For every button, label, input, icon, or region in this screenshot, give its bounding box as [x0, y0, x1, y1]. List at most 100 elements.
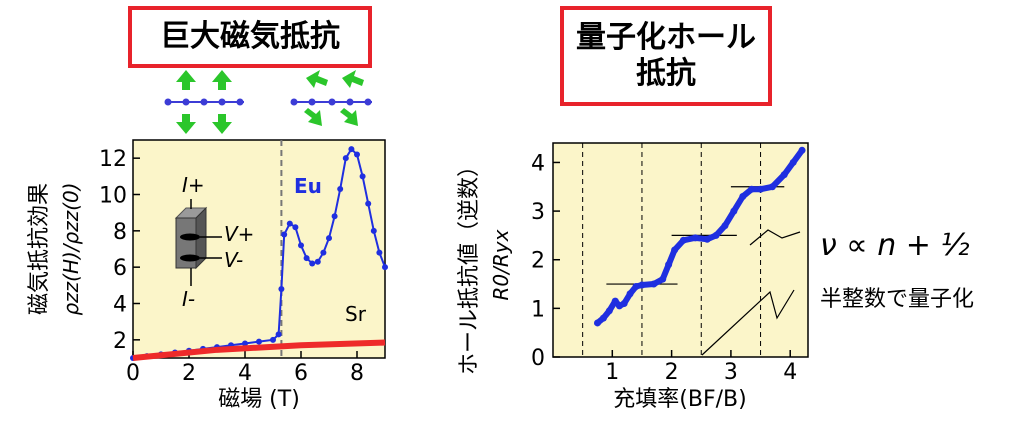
left-point-eu-11: [275, 331, 282, 338]
left-y-tick-label-3: 8: [113, 220, 127, 245]
right-point-13: [679, 236, 687, 244]
spin-chain-left: [164, 70, 244, 134]
right-point-9: [650, 280, 658, 288]
right-point-2: [605, 307, 613, 315]
left-x-tick-label-4: 8: [350, 361, 364, 386]
right-y-tick-label-2: 2: [531, 249, 545, 274]
right-point-0: [593, 319, 601, 327]
left-chart: 0 2 4 6 8 2 4 6 8 10 12 I+ I- V+ V- Eu Sr 磁場 (T) 磁…: [27, 139, 388, 412]
annotation-pointers: [701, 229, 801, 356]
right-point-14: [691, 234, 699, 242]
left-x-tick-label-2: 4: [238, 361, 252, 386]
right-point-1: [599, 314, 607, 322]
left-point-eu-18: [309, 260, 316, 267]
left-point-eu-12: [278, 285, 285, 292]
right-point-3: [611, 297, 619, 305]
left-point-eu-17: [303, 255, 310, 262]
right-y-tick-label-0: 0: [531, 346, 545, 371]
left-point-eu-13: [281, 231, 288, 238]
right-point-18: [730, 207, 738, 215]
left-y-tick-label-5: 12: [99, 147, 127, 172]
left-point-eu-21: [326, 235, 332, 242]
right-x-tick-label-3: 4: [783, 360, 797, 385]
title-left-text: 巨大磁気抵抗: [160, 19, 340, 54]
inset-v-minus: V-: [224, 248, 243, 272]
right-point-23: [780, 171, 788, 179]
left-x-axis-label: 磁場 (T): [218, 387, 300, 412]
right-point-12: [671, 246, 679, 254]
right-x-tick-label-1: 2: [665, 360, 679, 385]
title-right-line2: 抵抗: [636, 56, 696, 91]
right-point-20: [748, 185, 756, 193]
left-y-tick-label-2: 6: [113, 256, 127, 281]
left-point-eu-23: [337, 186, 344, 193]
inset-i-minus: I-: [182, 287, 195, 311]
series-label-sr: Sr: [345, 302, 367, 326]
right-point-15: [703, 235, 711, 243]
spin-canted-up-arrows-icon: [306, 70, 364, 88]
left-y-axis-label-main: 磁気抵抗効果: [27, 183, 52, 315]
right-x-tick-label-2: 3: [724, 360, 738, 385]
left-point-eu-26: [354, 151, 360, 158]
right-plot-area: [552, 142, 809, 358]
left-x-tick-label-1: 2: [182, 361, 196, 386]
right-point-16: [712, 231, 720, 239]
left-point-eu-15: [292, 224, 299, 231]
left-point-eu-19: [314, 258, 321, 265]
right-point-6: [626, 290, 634, 298]
spin-down-arrows-icon: [176, 114, 232, 134]
right-y-tick-label-3: 3: [531, 200, 545, 225]
spin-up-arrows-icon: [176, 70, 232, 90]
left-y-axis-label-sub: ρzz(H)/ρzz(0): [59, 182, 83, 315]
giant-magnetoresistance-title: 巨大磁気抵抗: [128, 6, 372, 68]
quantum-hall-title: 量子化ホール 抵抗: [560, 6, 772, 106]
left-y-tick-label-1: 4: [113, 293, 127, 318]
left-series-line-sr: [132, 339, 386, 361]
right-point-17: [721, 222, 729, 230]
left-x-tick-label-3: 6: [294, 361, 308, 386]
right-y-axis-label-sub: R0/Ryx: [489, 229, 513, 300]
left-y-tick-label-0: 2: [113, 329, 127, 354]
left-point-eu-27: [359, 173, 366, 180]
right-y-tick-label-4: 4: [531, 151, 545, 176]
left-point-eu-16: [298, 242, 304, 249]
right-x-tick-label-0: 1: [605, 360, 619, 385]
left-x-tick-label-0: 0: [126, 361, 140, 386]
right-point-7: [632, 282, 640, 290]
left-point-eu-28: [365, 200, 372, 207]
right-point-5: [620, 300, 628, 307]
inset-i-plus: I+: [182, 173, 205, 197]
spin-chain-right: [290, 70, 372, 126]
right-x-axis-label: 充填率(BF/B): [613, 387, 746, 412]
right-point-22: [768, 183, 776, 191]
left-y-tick-label-4: 10: [99, 184, 127, 209]
left-point-eu-29: [370, 227, 377, 234]
left-point-eu-24: [342, 155, 349, 162]
left-point-eu-14: [286, 220, 293, 227]
title-right-line1: 量子化ホール: [576, 20, 756, 55]
right-point-21: [757, 185, 765, 193]
right-point-10: [659, 275, 667, 283]
left-point-eu-20: [320, 249, 327, 256]
right-point-24: [789, 158, 797, 166]
left-point-eu-9: [256, 338, 262, 345]
right-point-19: [739, 193, 747, 200]
left-point-eu-22: [331, 213, 338, 220]
spin-canted-down-arrows-icon: [304, 108, 358, 126]
left-point-eu-30: [376, 249, 383, 256]
left-point-eu-31: [382, 264, 388, 271]
right-point-8: [638, 281, 646, 289]
right-y-tick-label-1: 1: [531, 297, 545, 322]
left-point-eu-8: [242, 340, 248, 347]
series-label-eu: Eu: [294, 174, 322, 198]
right-y-axis-label-main: ホール抵抗値（逆数）: [457, 155, 482, 375]
left-point-eu-10: [270, 336, 276, 343]
left-point-eu-25: [348, 146, 355, 153]
half-integer-annotation: 半整数で量子化: [820, 287, 974, 312]
right-chart: 1 2 3 4 0 1 2 3 4 充填率(BF/B) ホール抵抗値（逆数） R0/Ryx ν …: [457, 142, 974, 412]
sample-inset: I+ I- V+ V-: [174, 173, 254, 311]
inset-v-plus: V+: [224, 222, 254, 246]
right-point-25: [798, 146, 806, 154]
right-point-11: [665, 261, 673, 269]
